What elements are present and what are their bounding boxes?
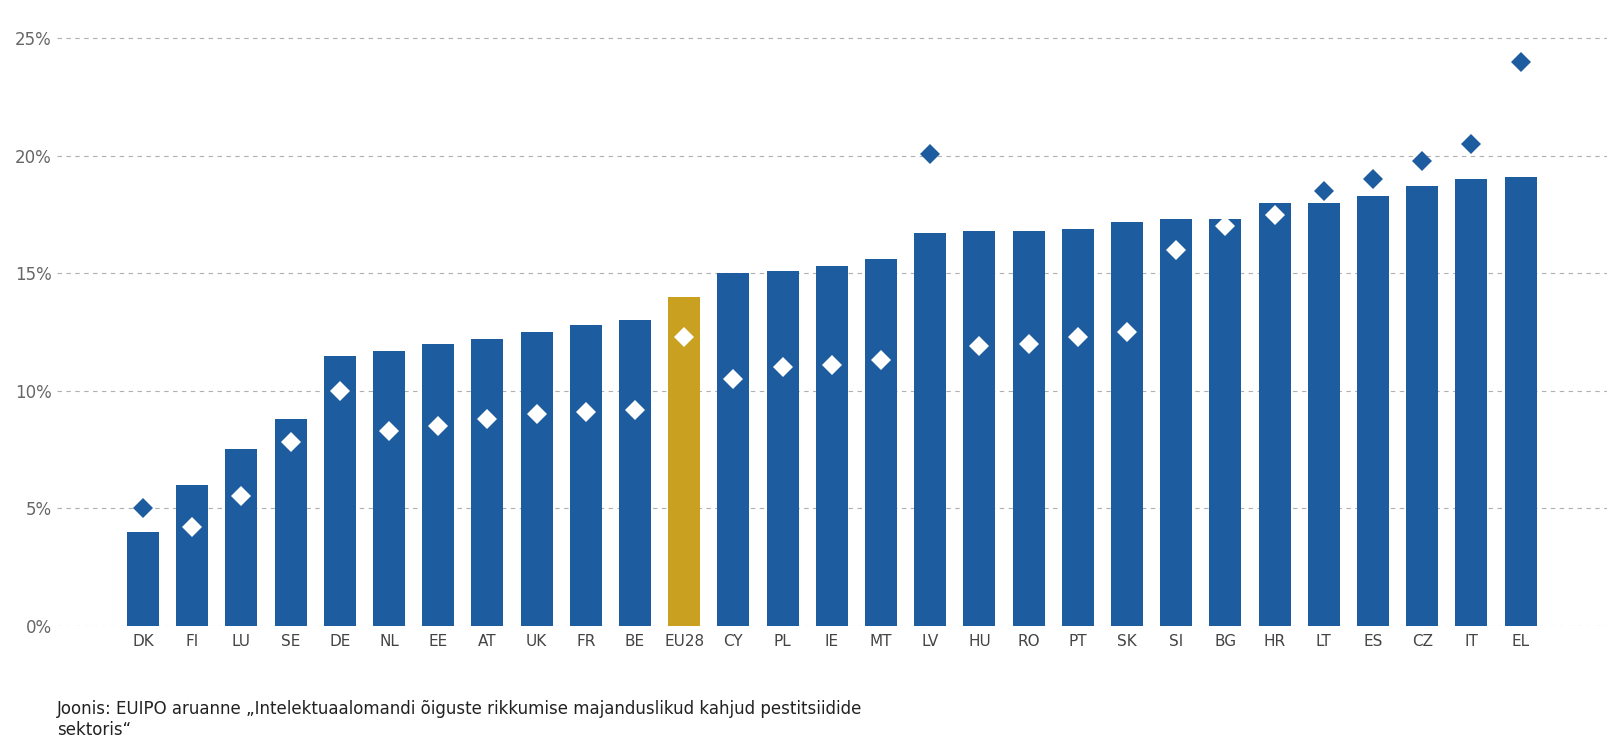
Bar [963,231,996,626]
Bar [767,271,798,626]
Bar [1062,229,1093,626]
Bar [177,485,208,626]
Bar [1358,196,1388,626]
Text: Joonis: EUIPO aruanne „Intelektuaalomandi õiguste rikkumise majanduslikud kahjud: Joonis: EUIPO aruanne „Intelektuaalomand… [57,700,863,739]
Bar [915,233,946,626]
Bar [1012,231,1045,626]
Bar [1160,219,1192,626]
Bar [816,266,848,626]
Bar [668,297,701,626]
Bar [1210,219,1241,626]
Bar [274,419,307,626]
Bar [1259,203,1291,626]
Bar [865,260,897,626]
Bar [324,356,355,626]
Bar [472,339,503,626]
Bar [422,344,454,626]
Bar [569,325,602,626]
Bar [1505,177,1536,626]
Bar [620,320,650,626]
Bar [521,332,553,626]
Bar [1307,203,1340,626]
Bar [1406,186,1439,626]
Bar [717,273,749,626]
Bar [1455,179,1487,626]
Bar [127,532,159,626]
Bar [373,351,406,626]
Bar [1111,222,1144,626]
Bar [225,450,258,626]
